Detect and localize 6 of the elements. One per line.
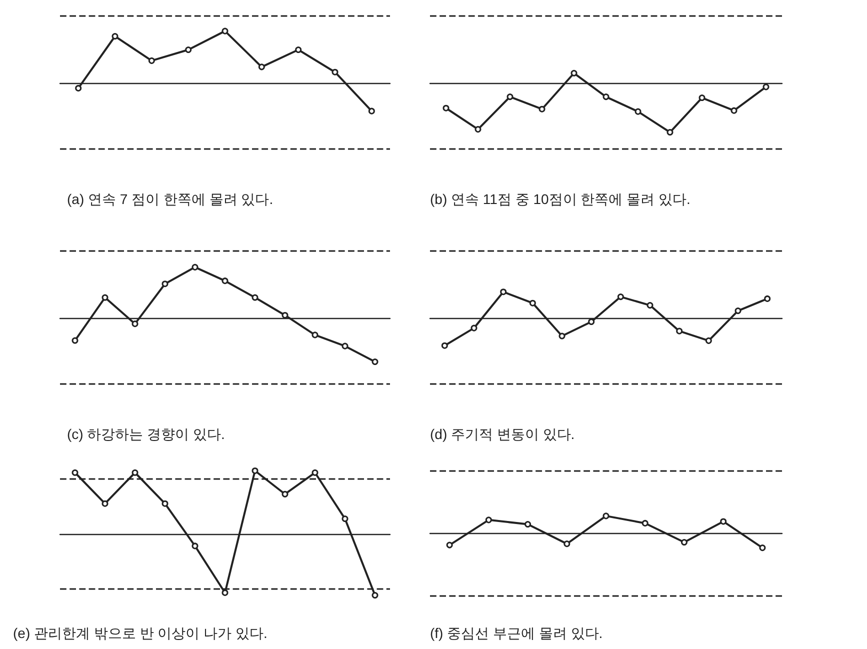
text: (d) 주기적 변동이 있다.: [430, 426, 575, 442]
text: (b) 연속 11점 중 10점이 한쪽에 몰려 있다.: [430, 191, 690, 207]
text: (f) 중심선 부근에 몰려 있다.: [430, 625, 603, 641]
text: (c) 하강하는 경향이 있다.: [67, 426, 225, 442]
text: (a) 연속 7 점이 한쪽에 몰려 있다.: [67, 191, 274, 207]
text: (e) 관리한계 밖으로 반 이상이 나가 있다.: [13, 625, 268, 641]
